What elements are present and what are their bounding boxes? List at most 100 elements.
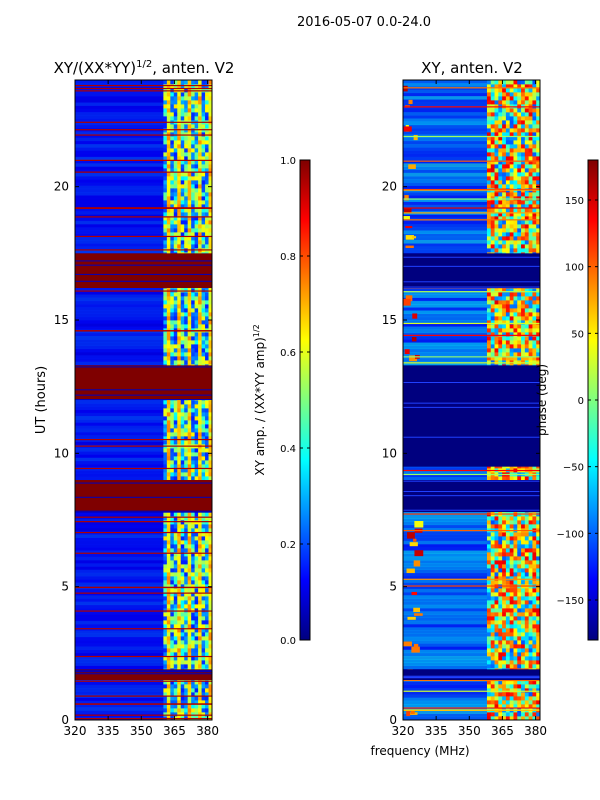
heatmap-cell: [490, 316, 495, 321]
heatmap-cell: [509, 132, 514, 137]
heatmap-row: [75, 425, 212, 430]
heatmap-cell: [490, 228, 495, 233]
heatmap-cell: [194, 212, 199, 217]
flagged-band: [75, 480, 212, 512]
heatmap-cell: [502, 84, 507, 89]
heatmap-cell: [498, 520, 503, 525]
heatmap-line: [75, 655, 212, 658]
heatmap-row: [75, 566, 212, 570]
heatmap-cell: [502, 156, 507, 161]
heatmap-cell: [486, 88, 492, 93]
heatmap-cell: [486, 596, 492, 601]
heatmap-cell: [490, 536, 495, 541]
heatmap-cell: [490, 240, 495, 245]
heatmap-cell: [163, 420, 168, 425]
heatmap-cell: [187, 700, 192, 705]
heatmap-cell: [201, 716, 206, 720]
heatmap-row: [75, 521, 212, 526]
heatmap-cell: [166, 584, 171, 589]
heatmap-cell: [490, 524, 495, 529]
heatmap-cell: [170, 300, 175, 305]
heatmap-cell: [524, 168, 530, 173]
heatmap-cell: [198, 580, 202, 585]
heatmap-cell: [490, 184, 495, 189]
heatmap-cell: [502, 608, 507, 613]
heatmap-cell: [201, 164, 206, 169]
heatmap-cell: [208, 588, 212, 593]
heatmap-cell: [205, 172, 209, 177]
heatmap-cell: [536, 664, 540, 669]
heatmap-cell: [208, 356, 212, 361]
heatmap-cell: [502, 104, 507, 109]
heatmap-cell: [170, 348, 175, 353]
heatmap-cell: [198, 356, 202, 361]
heatmap-cell: [177, 296, 182, 301]
heatmap-cell: [498, 164, 503, 169]
heatmap-cell: [163, 648, 168, 653]
heatmap-cell: [166, 96, 171, 101]
heatmap-cell: [524, 356, 530, 361]
heatmap-cell: [201, 348, 206, 353]
heatmap-cell: [208, 684, 212, 689]
heatmap-cell: [521, 224, 526, 229]
heatmap-cell: [177, 300, 182, 305]
heatmap-cell: [198, 336, 202, 341]
heatmap-cell: [502, 220, 507, 225]
heatmap-cell: [528, 600, 533, 605]
heatmap-cell: [494, 192, 499, 197]
heatmap-cell: [494, 184, 499, 189]
heatmap-cell: [180, 440, 185, 445]
heatmap-cell: [494, 596, 499, 601]
heatmap-cell: [505, 340, 511, 345]
heatmap-cell: [517, 288, 522, 293]
heatmap-cell: [205, 556, 209, 561]
heatmap-cell: [198, 244, 202, 249]
heatmap-cell: [170, 644, 175, 649]
heatmap-cell: [173, 84, 178, 89]
heatmap-cell: [505, 168, 511, 173]
heatmap-cell: [208, 540, 212, 545]
heatmap-cell: [173, 188, 178, 193]
heatmap-cell: [490, 236, 495, 241]
heatmap-cell: [180, 616, 185, 621]
heatmap-cell: [205, 304, 209, 309]
colorbar-tick-label: 0.6: [280, 348, 296, 359]
heatmap-cell: [494, 580, 499, 585]
heatmap-cell: [208, 568, 212, 573]
heatmap-cell: [494, 356, 499, 361]
heatmap-row: [75, 166, 212, 170]
heatmap-cell: [198, 628, 202, 633]
heatmap-cell: [166, 184, 171, 189]
heatmap-cell: [486, 628, 492, 633]
heatmap-cell: [191, 112, 196, 117]
heatmap-cell: [198, 708, 202, 713]
heatmap-cell: [513, 564, 518, 569]
heatmap-cell: [502, 704, 507, 709]
heatmap-cell: [170, 188, 175, 193]
heatmap-cell: [194, 164, 199, 169]
heatmap-cell: [187, 352, 192, 357]
heatmap-cell: [536, 476, 540, 481]
heatmap-cell: [490, 520, 495, 525]
heatmap-cell: [528, 576, 533, 581]
heatmap-cell: [184, 608, 189, 613]
heatmap-cell: [173, 596, 178, 601]
heatmap-cell: [191, 400, 196, 405]
heatmap-cell: [163, 360, 168, 365]
panel-amplitude: XY/(XX*YY)1/2, anten. V2 320 335 350 365 380…: [34, 59, 234, 738]
heatmap-row: [75, 476, 212, 481]
heatmap-cell: [513, 544, 518, 549]
heatmap-cell: [528, 608, 533, 613]
heatmap-cell: [536, 604, 540, 609]
heatmap-cell: [180, 164, 185, 169]
heatmap-cell: [521, 648, 526, 653]
heatmap-row: [75, 598, 212, 602]
heatmap-cell: [498, 192, 503, 197]
heatmap-cell: [208, 548, 212, 553]
heatmap-cell: [498, 592, 503, 597]
heatmap-cell: [524, 320, 530, 325]
heatmap-cell: [505, 244, 511, 249]
heatmap-cell: [198, 448, 202, 453]
heatmap-cell: [194, 204, 199, 209]
heatmap-cell: [205, 132, 209, 137]
